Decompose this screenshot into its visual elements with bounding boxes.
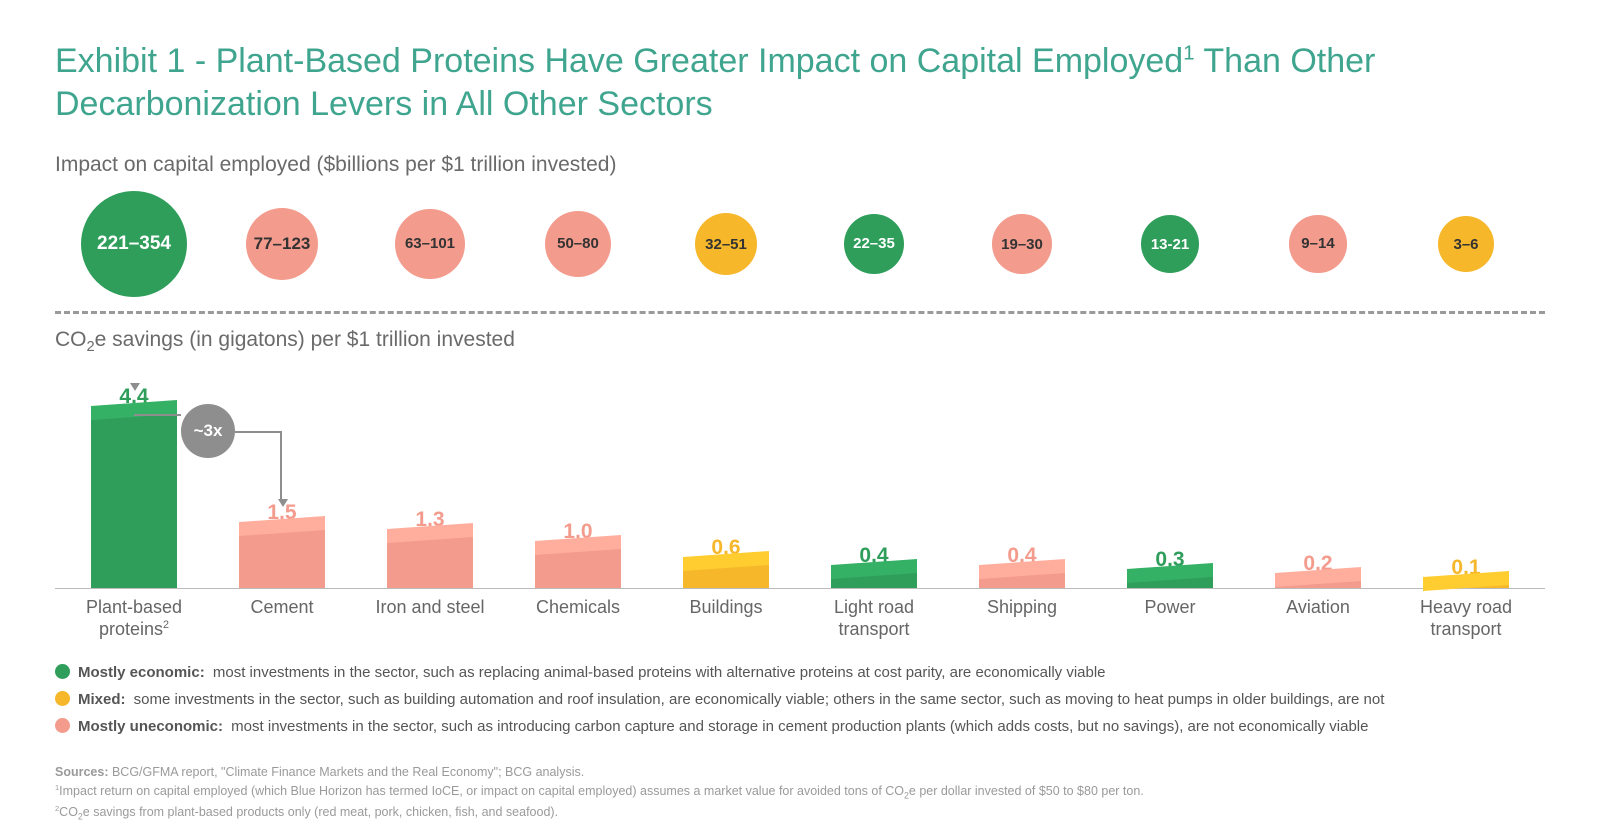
footnote-1: 1Impact return on capital employed (whic… — [55, 782, 1545, 803]
capital-circle: 13-21 — [1141, 215, 1199, 273]
capital-subtitle: Impact on capital employed ($billions pe… — [55, 153, 1545, 177]
sources-label: Sources: — [55, 765, 109, 779]
category-labels-row: Plant-basedproteins2CementIron and steel… — [55, 589, 1545, 640]
legend-text: Mostly uneconomic: most investments in t… — [78, 716, 1368, 737]
capital-circle: 22–35 — [844, 214, 904, 274]
legend-dot — [55, 691, 70, 706]
capital-circle-cell: 3–6 — [1392, 216, 1540, 272]
bar-cell: 0.4 — [948, 544, 1096, 588]
capital-circle: 19–30 — [992, 214, 1052, 274]
callout-arrowhead — [278, 499, 288, 507]
legend-dot — [55, 718, 70, 733]
bar — [683, 564, 769, 588]
capital-circle: 32–51 — [695, 213, 758, 276]
bar-cell: 0.1 — [1392, 556, 1540, 588]
legend-label: Mixed: — [78, 691, 126, 708]
capital-circle: 63–101 — [395, 209, 465, 279]
capital-circle-cell: 32–51 — [652, 213, 800, 276]
capital-circle-cell: 22–35 — [800, 214, 948, 274]
bar — [831, 572, 917, 588]
callout-connector — [134, 414, 181, 416]
section-divider — [55, 311, 1545, 314]
bar-cell: 0.2 — [1244, 552, 1392, 588]
capital-circles-row: 221–354 77–123 63–101 50–80 32–51 22–35 19–30 1… — [55, 191, 1545, 297]
legend-description: most investments in the sector, such as … — [227, 718, 1368, 735]
capital-circle: 3–6 — [1438, 216, 1494, 272]
category-label: Cement — [208, 597, 356, 640]
category-label: Power — [1096, 597, 1244, 640]
exhibit-title: Exhibit 1 - Plant-Based Proteins Have Gr… — [55, 40, 1545, 125]
legend-description: most investments in the sector, such as … — [209, 664, 1106, 681]
capital-circle: 221–354 — [81, 191, 187, 297]
legend: Mostly economic: most investments in the… — [55, 662, 1545, 737]
footnote-2: 2CO2e savings from plant-based products … — [55, 803, 1545, 824]
capital-circle-cell: 19–30 — [948, 214, 1096, 274]
callout-connector — [235, 431, 282, 500]
capital-circle: 77–123 — [246, 208, 319, 281]
bars-row: 4.41.51.31.00.60.40.40.30.20.1~3x — [55, 369, 1545, 589]
category-label: Iron and steel — [356, 597, 504, 640]
capital-circle-cell: 9–14 — [1244, 215, 1392, 272]
multiplier-callout: ~3x — [181, 404, 235, 458]
capital-circle-cell: 13-21 — [1096, 215, 1244, 273]
capital-circle-cell: 221–354 — [60, 191, 208, 297]
capital-circle-cell: 77–123 — [208, 208, 356, 281]
legend-text: Mostly economic: most investments in the… — [78, 662, 1106, 683]
bar-cell: 0.6 — [652, 536, 800, 588]
capital-circle: 50–80 — [545, 211, 612, 278]
bar — [1423, 584, 1509, 588]
bar-chart: 4.41.51.31.00.60.40.40.30.20.1~3x Plant-… — [55, 369, 1545, 640]
legend-dot — [55, 664, 70, 679]
capital-circle-cell: 50–80 — [504, 211, 652, 278]
bar — [1127, 576, 1213, 588]
bar — [979, 572, 1065, 588]
legend-item: Mostly uneconomic: most investments in t… — [55, 716, 1545, 737]
category-label: Chemicals — [504, 597, 652, 640]
bar — [1275, 580, 1361, 588]
bar-cell: 1.3 — [356, 508, 504, 588]
legend-item: Mixed: some investments in the sector, s… — [55, 689, 1545, 710]
bar-cell: 1.0 — [504, 520, 652, 588]
callout-arrowhead — [130, 383, 140, 391]
category-label: Heavy roadtransport — [1392, 597, 1540, 640]
legend-item: Mostly economic: most investments in the… — [55, 662, 1545, 683]
category-label: Plant-basedproteins2 — [60, 597, 208, 640]
capital-circle: 9–14 — [1289, 215, 1346, 272]
category-label: Shipping — [948, 597, 1096, 640]
legend-description: some investments in the sector, such as … — [130, 691, 1385, 708]
bar-cell: 1.5 — [208, 501, 356, 589]
sources-line: Sources: BCG/GFMA report, "Climate Finan… — [55, 763, 1545, 782]
bar-cell: 0.3 — [1096, 548, 1244, 588]
capital-circle-cell: 63–101 — [356, 209, 504, 279]
bar — [239, 529, 325, 589]
co2-subtitle: CO2e savings (in gigatons) per $1 trilli… — [55, 328, 1545, 355]
bar — [387, 536, 473, 588]
category-label: Buildings — [652, 597, 800, 640]
legend-text: Mixed: some investments in the sector, s… — [78, 689, 1384, 710]
legend-label: Mostly economic: — [78, 664, 205, 681]
bar-cell: 0.4 — [800, 544, 948, 588]
category-label: Aviation — [1244, 597, 1392, 640]
footnotes: Sources: BCG/GFMA report, "Climate Finan… — [55, 763, 1545, 823]
bar — [535, 548, 621, 588]
sources-text: BCG/GFMA report, "Climate Finance Market… — [109, 765, 585, 779]
category-label: Light roadtransport — [800, 597, 948, 640]
bar — [91, 413, 177, 588]
legend-label: Mostly uneconomic: — [78, 718, 223, 735]
